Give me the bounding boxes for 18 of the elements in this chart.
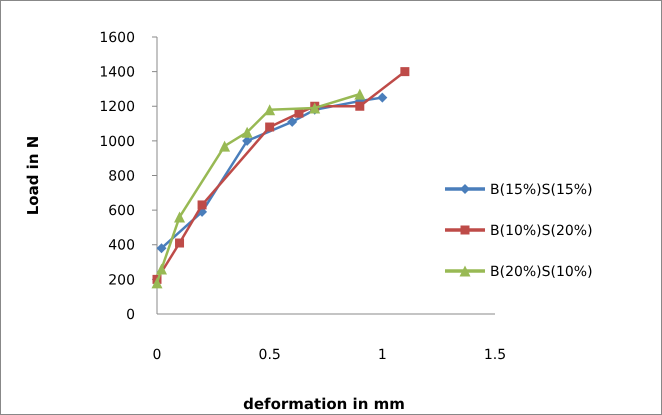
x-tick-label: 1	[378, 347, 387, 363]
y-tick-label: 1600	[99, 30, 135, 46]
x-axis-title: deformation in mm	[243, 395, 405, 413]
y-tick-label: 200	[108, 272, 135, 288]
y-tick-label: 400	[108, 238, 135, 254]
y-tick-label: 0	[126, 306, 135, 323]
y-tick-label: 1000	[99, 134, 135, 150]
legend-label: B(20%)S(10%)	[490, 264, 593, 280]
y-axis-title: Load in N	[24, 136, 42, 216]
y-tick-label: 1400	[99, 64, 135, 81]
y-tick-label: 600	[108, 203, 135, 220]
x-tick-label: 0	[152, 347, 162, 363]
legend-label: B(10%)S(20%)	[490, 222, 593, 239]
x-tick-label: 0.5	[258, 347, 281, 363]
x-tick-label: 1.5	[484, 347, 506, 363]
y-tick-label: 1200	[99, 99, 135, 116]
legend-label: B(15%)S(15%)	[490, 182, 593, 198]
y-tick-label: 800	[108, 168, 135, 184]
